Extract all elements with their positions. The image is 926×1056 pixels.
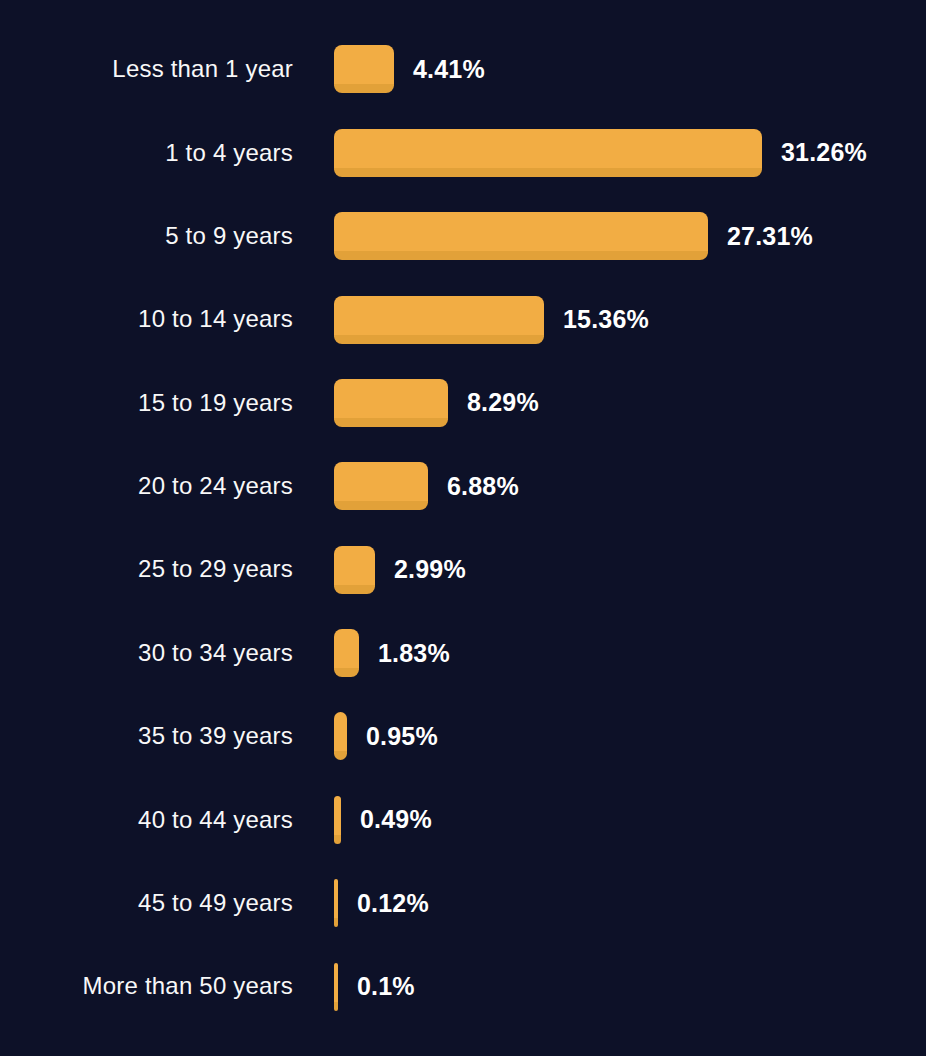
value-label: 31.26% bbox=[781, 138, 867, 167]
bar-area: 6.88% bbox=[334, 462, 519, 510]
category-label: 10 to 14 years bbox=[0, 306, 293, 332]
category-label: 25 to 29 years bbox=[0, 556, 293, 582]
bar-area: 31.26% bbox=[334, 129, 867, 177]
bar bbox=[334, 462, 428, 510]
chart-row: 10 to 14 years 15.36% bbox=[0, 296, 926, 344]
chart-row: 40 to 44 years 0.49% bbox=[0, 796, 926, 844]
bar-area: 0.49% bbox=[334, 796, 432, 844]
category-label: 30 to 34 years bbox=[0, 640, 293, 666]
value-label: 1.83% bbox=[378, 639, 450, 668]
category-label: 5 to 9 years bbox=[0, 223, 293, 249]
chart-row: 20 to 24 years 6.88% bbox=[0, 462, 926, 510]
category-label: Less than 1 year bbox=[0, 56, 293, 82]
value-label: 0.12% bbox=[357, 889, 429, 918]
bar bbox=[334, 879, 338, 927]
chart-row: 5 to 9 years 27.31% bbox=[0, 212, 926, 260]
value-label: 6.88% bbox=[447, 472, 519, 501]
bar bbox=[334, 712, 347, 760]
category-label: 45 to 49 years bbox=[0, 890, 293, 916]
bar-area: 8.29% bbox=[334, 379, 539, 427]
chart-row: 35 to 39 years 0.95% bbox=[0, 712, 926, 760]
category-label: 1 to 4 years bbox=[0, 140, 293, 166]
bar-area: 0.95% bbox=[334, 712, 438, 760]
category-label: 40 to 44 years bbox=[0, 807, 293, 833]
bar-area: 15.36% bbox=[334, 296, 649, 344]
category-label: 20 to 24 years bbox=[0, 473, 293, 499]
category-label: More than 50 years bbox=[0, 973, 293, 999]
category-label: 35 to 39 years bbox=[0, 723, 293, 749]
bar bbox=[334, 45, 394, 93]
bar-area: 27.31% bbox=[334, 212, 813, 260]
bar bbox=[334, 379, 448, 427]
value-label: 4.41% bbox=[413, 55, 485, 84]
bar bbox=[334, 963, 338, 1011]
bar bbox=[334, 546, 375, 594]
chart-row: More than 50 years 0.1% bbox=[0, 963, 926, 1011]
bar-area: 1.83% bbox=[334, 629, 450, 677]
category-label: 15 to 19 years bbox=[0, 390, 293, 416]
bar-area: 0.1% bbox=[334, 963, 415, 1011]
value-label: 0.1% bbox=[357, 972, 415, 1001]
chart-row: 45 to 49 years 0.12% bbox=[0, 879, 926, 927]
bar bbox=[334, 796, 341, 844]
chart-row: 1 to 4 years 31.26% bbox=[0, 129, 926, 177]
value-label: 0.49% bbox=[360, 805, 432, 834]
chart-row: 15 to 19 years 8.29% bbox=[0, 379, 926, 427]
bar-area: 2.99% bbox=[334, 546, 466, 594]
chart-row: 30 to 34 years 1.83% bbox=[0, 629, 926, 677]
value-label: 0.95% bbox=[366, 722, 438, 751]
bar bbox=[334, 629, 359, 677]
chart-row: Less than 1 year 4.41% bbox=[0, 45, 926, 93]
bar-area: 0.12% bbox=[334, 879, 429, 927]
bar-chart: Less than 1 year 4.41% 1 to 4 years 31.2… bbox=[0, 0, 926, 1056]
value-label: 15.36% bbox=[563, 305, 649, 334]
bar bbox=[334, 296, 544, 344]
chart-row: 25 to 29 years 2.99% bbox=[0, 546, 926, 594]
value-label: 8.29% bbox=[467, 388, 539, 417]
bar bbox=[334, 212, 708, 260]
bar bbox=[334, 129, 762, 177]
value-label: 27.31% bbox=[727, 222, 813, 251]
value-label: 2.99% bbox=[394, 555, 466, 584]
bar-area: 4.41% bbox=[334, 45, 485, 93]
